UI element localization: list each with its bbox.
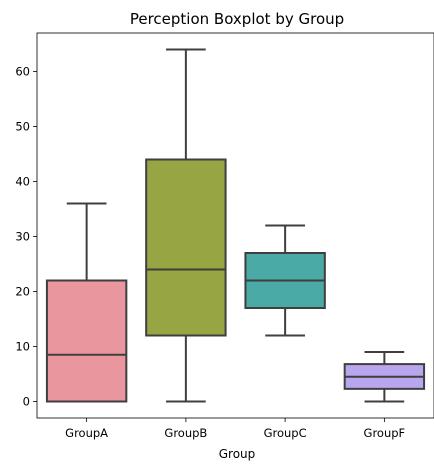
y-tick-label: 20	[15, 285, 30, 299]
box-groupc	[244, 224, 326, 337]
y-axis: 0 10 20 30 40 50 60	[15, 65, 37, 409]
x-tick-label: GroupA	[65, 426, 108, 440]
iqr-box	[45, 279, 128, 403]
box-groupb	[145, 48, 227, 403]
x-axis-label: Group	[219, 447, 256, 461]
axes-frame	[36, 32, 434, 419]
box-groupf	[343, 351, 426, 403]
iqr-box	[145, 158, 227, 337]
box-groupa	[45, 202, 128, 403]
y-tick-label: 10	[15, 340, 30, 354]
y-tick-label: 30	[15, 230, 30, 244]
x-axis: GroupA GroupB GroupC GroupF	[65, 418, 405, 440]
x-tick-label: GroupB	[164, 426, 207, 440]
x-tick-label: GroupF	[364, 426, 406, 440]
y-tick-label: 40	[15, 175, 30, 189]
y-tick-label: 0	[23, 395, 30, 409]
chart-title: Perception Boxplot by Group	[130, 10, 344, 28]
y-tick-label: 60	[15, 65, 30, 79]
plot-area	[45, 48, 426, 403]
y-tick-label: 50	[15, 120, 30, 134]
x-tick-label: GroupC	[264, 426, 307, 440]
